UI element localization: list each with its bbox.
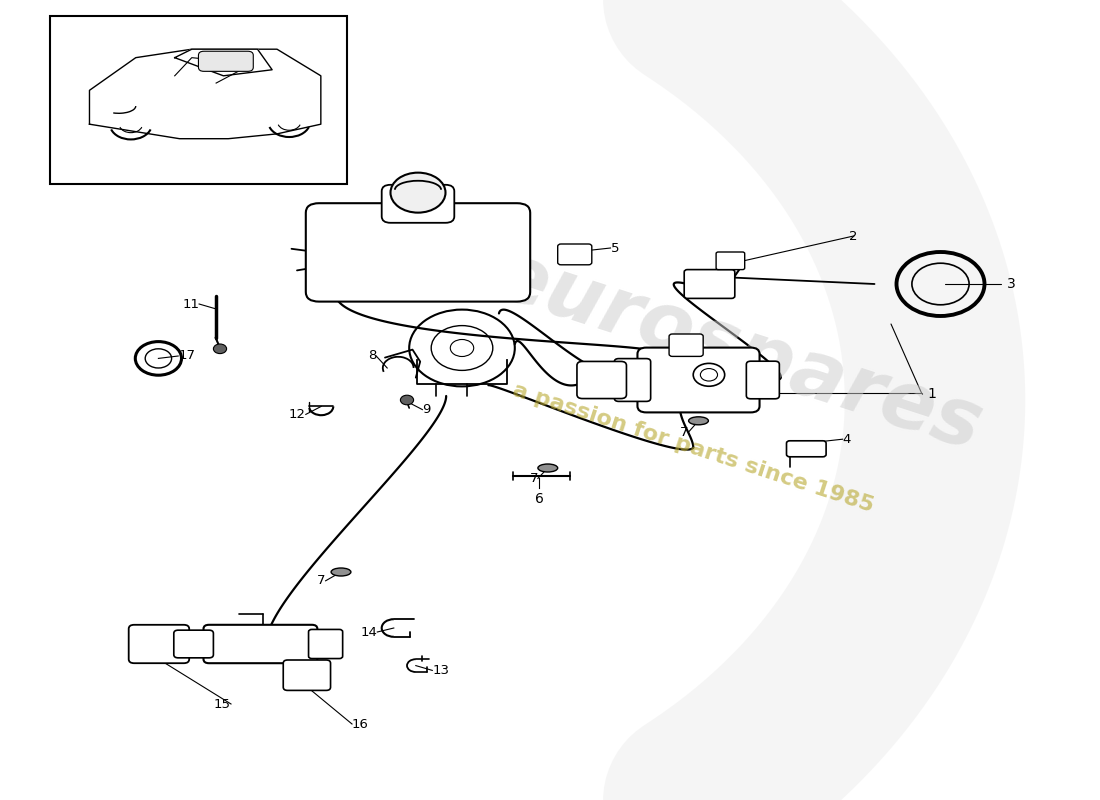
Text: eurospares: eurospares (483, 236, 991, 468)
FancyBboxPatch shape (638, 347, 759, 413)
FancyBboxPatch shape (558, 244, 592, 265)
FancyBboxPatch shape (306, 203, 530, 302)
Text: 13: 13 (432, 664, 449, 677)
FancyBboxPatch shape (50, 16, 346, 184)
Text: 8: 8 (367, 350, 376, 362)
Text: 6: 6 (535, 492, 543, 506)
FancyBboxPatch shape (308, 630, 343, 658)
Polygon shape (89, 49, 321, 138)
Text: 15: 15 (214, 698, 231, 710)
Circle shape (390, 173, 446, 213)
FancyBboxPatch shape (198, 51, 253, 71)
Text: 17: 17 (178, 350, 195, 362)
Text: 5: 5 (610, 242, 619, 254)
FancyBboxPatch shape (129, 625, 189, 663)
Text: 7: 7 (317, 574, 326, 587)
FancyBboxPatch shape (684, 270, 735, 298)
FancyBboxPatch shape (284, 660, 330, 690)
FancyBboxPatch shape (614, 358, 651, 402)
FancyBboxPatch shape (382, 185, 454, 222)
Text: 4: 4 (843, 433, 851, 446)
FancyBboxPatch shape (786, 441, 826, 457)
Text: a passion for parts since 1985: a passion for parts since 1985 (510, 380, 876, 516)
Text: 7: 7 (680, 426, 689, 438)
Text: 16: 16 (352, 718, 368, 730)
Text: 11: 11 (183, 298, 199, 310)
Circle shape (213, 344, 227, 354)
Text: 12: 12 (289, 408, 306, 421)
Text: 14: 14 (361, 626, 377, 638)
FancyBboxPatch shape (204, 625, 317, 663)
Ellipse shape (538, 464, 558, 472)
Text: 10: 10 (396, 262, 414, 277)
Text: 12: 12 (396, 274, 414, 289)
Text: 9: 9 (422, 403, 431, 416)
Polygon shape (175, 49, 272, 76)
Text: 2: 2 (849, 230, 858, 242)
Text: 3: 3 (1006, 277, 1015, 291)
Circle shape (400, 395, 414, 405)
Text: 7: 7 (529, 472, 538, 485)
FancyBboxPatch shape (746, 361, 779, 398)
FancyBboxPatch shape (669, 334, 703, 357)
FancyBboxPatch shape (716, 252, 745, 270)
Ellipse shape (689, 417, 708, 425)
Text: 1: 1 (927, 386, 936, 401)
FancyBboxPatch shape (174, 630, 213, 658)
FancyBboxPatch shape (576, 362, 627, 398)
Ellipse shape (331, 568, 351, 576)
